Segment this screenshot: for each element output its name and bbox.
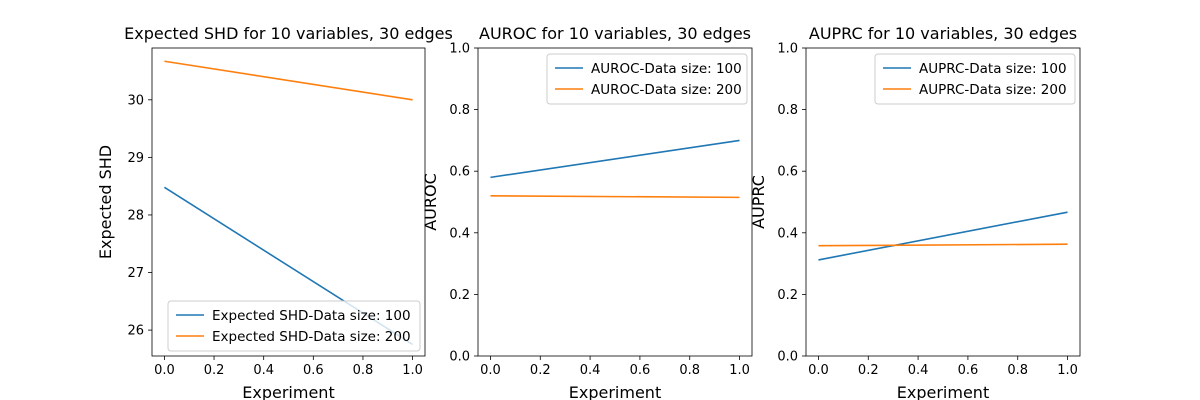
legend-label: AUROC-Data size: 100 xyxy=(591,61,742,77)
y-tick-label: 29 xyxy=(127,151,144,166)
axes-frame xyxy=(805,47,1081,357)
legend-label: AUPRC-Data size: 100 xyxy=(919,61,1067,77)
chart-title: Expected SHD for 10 variables, 30 edges xyxy=(124,24,453,43)
y-tick-label: 26 xyxy=(127,324,144,339)
y-tick-label: 0.6 xyxy=(449,165,470,180)
legend-box xyxy=(874,53,1076,105)
legend: AUPRC-Data size: 100 AUPRC-Data size: 200 xyxy=(874,53,1076,105)
subplot-1: AUROC for 10 variables, 30 edges 0.0 0.2 0.… xyxy=(421,24,753,400)
y-tick-label: 27 xyxy=(127,266,144,281)
x-tick-label: 0.4 xyxy=(580,363,601,378)
charts: Expected SHD for 10 variables, 30 edges 0… xyxy=(96,24,1081,400)
x-tick-label: 1.0 xyxy=(729,363,750,378)
y-tick-label: 0.2 xyxy=(777,288,798,303)
y-tick-label: 30 xyxy=(127,93,144,108)
y-tick-label: 0.6 xyxy=(777,165,798,180)
y-tick-label: 0.4 xyxy=(449,226,470,241)
x-tick-label: 0.6 xyxy=(958,363,979,378)
x-tick-label: 0.2 xyxy=(530,363,551,378)
x-tick-label: 1.0 xyxy=(402,363,423,378)
legend-box xyxy=(546,53,748,105)
y-tick-label: 1.0 xyxy=(449,42,470,57)
legend-label: Expected SHD-Data size: 100 xyxy=(212,308,411,324)
y-tick-label: 0.4 xyxy=(777,226,798,241)
series-line-1 xyxy=(164,60,413,101)
series-line-0 xyxy=(490,139,740,179)
series-line-1 xyxy=(490,195,740,199)
x-tick-label: 0.4 xyxy=(253,363,274,378)
chart-title: AUPRC for 10 variables, 30 edges xyxy=(809,24,1077,43)
y-tick-label: 1.0 xyxy=(777,42,798,57)
x-tick-label: 0.8 xyxy=(679,363,700,378)
x-tick-label: 0.2 xyxy=(204,363,225,378)
x-tick-label: 0.0 xyxy=(154,363,175,378)
axes-frame xyxy=(477,47,753,357)
y-axis-label: AUPRC xyxy=(749,175,768,229)
y-tick-label: 0.8 xyxy=(449,103,470,118)
legend-label: AUROC-Data size: 200 xyxy=(591,82,742,98)
x-axis-label: Experiment xyxy=(897,383,989,400)
y-tick-label: 0.0 xyxy=(777,350,798,365)
subplot-0: Expected SHD for 10 variables, 30 edges 0… xyxy=(96,24,453,400)
x-axis-label: Experiment xyxy=(242,383,334,400)
x-tick-label: 0.6 xyxy=(303,363,324,378)
chart-title: AUROC for 10 variables, 30 edges xyxy=(479,24,751,43)
x-tick-label: 0.8 xyxy=(1007,363,1028,378)
y-axis-label: Expected SHD xyxy=(96,145,115,259)
legend-label: AUPRC-Data size: 200 xyxy=(919,82,1067,98)
subplot-2: AUPRC for 10 variables, 30 edges 0.0 0.2 0.… xyxy=(749,24,1081,400)
y-tick-label: 28 xyxy=(127,208,144,223)
legend-box xyxy=(167,300,421,352)
y-tick-label: 0.0 xyxy=(449,350,470,365)
series-line-0 xyxy=(818,211,1068,261)
legend: AUROC-Data size: 100 AUROC-Data size: 200 xyxy=(546,53,748,105)
x-tick-label: 0.4 xyxy=(908,363,929,378)
legend-label: Expected SHD-Data size: 200 xyxy=(212,329,411,345)
x-axis-label: Experiment xyxy=(569,383,661,400)
legend: Expected SHD-Data size: 100 Expected SHD-… xyxy=(167,300,421,352)
x-tick-label: 1.0 xyxy=(1057,363,1078,378)
x-tick-label: 0.6 xyxy=(630,363,651,378)
axes-frame xyxy=(151,47,426,357)
x-tick-label: 0.8 xyxy=(353,363,374,378)
x-tick-label: 0.0 xyxy=(808,363,829,378)
x-tick-label: 0.2 xyxy=(858,363,879,378)
x-tick-label: 0.0 xyxy=(480,363,501,378)
series-line-1 xyxy=(818,243,1068,247)
y-axis-label: AUROC xyxy=(421,173,440,231)
y-tick-label: 0.2 xyxy=(449,288,470,303)
y-tick-label: 0.8 xyxy=(777,103,798,118)
